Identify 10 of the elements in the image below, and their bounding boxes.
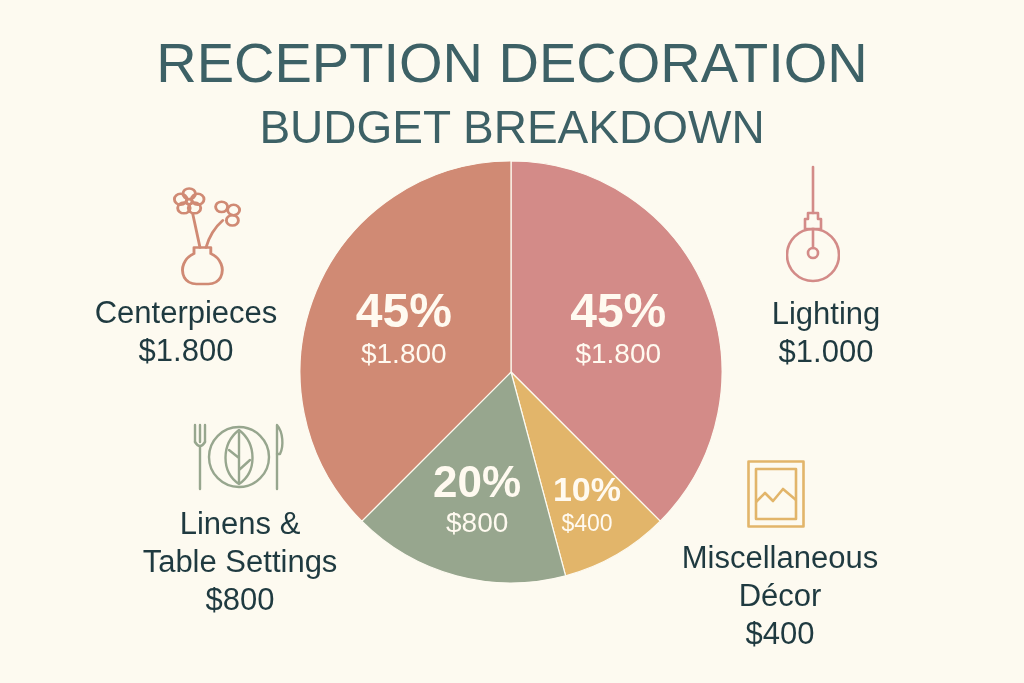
data-label: 45% $1.800 [355,284,452,370]
data-label: 20% $800 [433,456,522,538]
legend-label: Lighting $1.000 [771,295,881,369]
chart-subtitle: BUDGET BREAKDOWN [259,101,765,153]
legend-label: Miscellaneous Décor $400 [681,539,879,651]
legend-label: Centerpieces $1.800 [94,294,278,368]
legend-label: Linens & Table Settings $800 [142,505,338,617]
data-label: 10% $400 [552,470,621,536]
data-label: 45% $1.800 [570,284,667,370]
chart-title: RECEPTION DECORATION [156,30,868,94]
